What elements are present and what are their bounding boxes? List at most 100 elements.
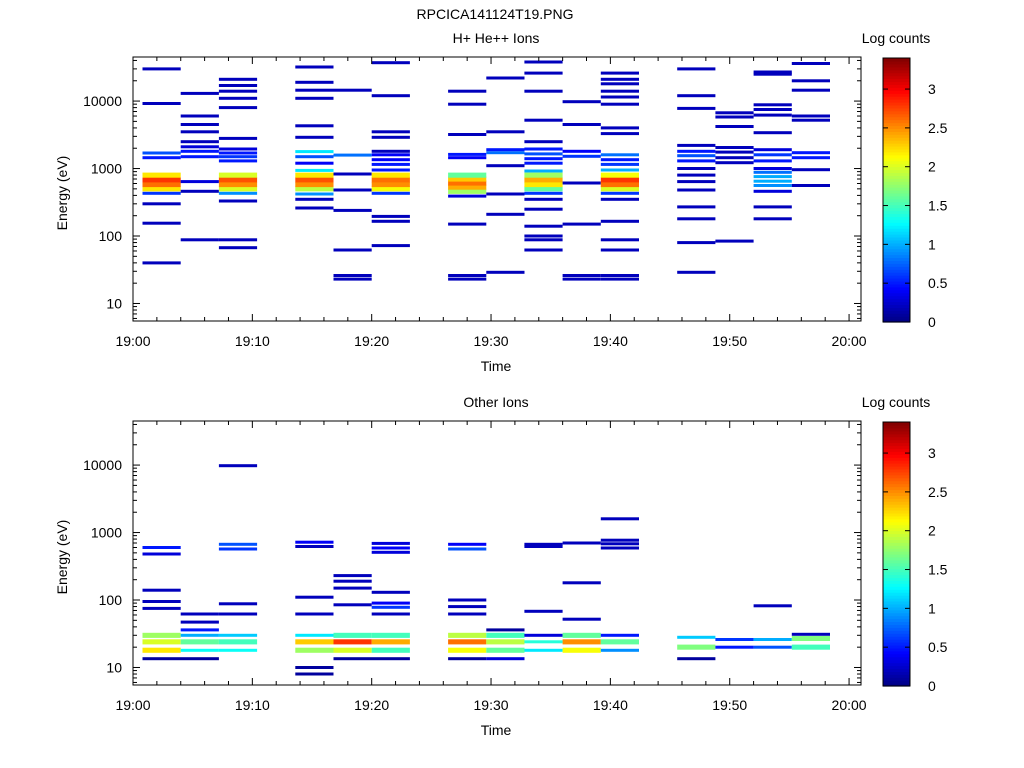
heatmap-cell [486,148,525,152]
colorbar-segment [883,275,910,279]
heatmap-cell [333,603,372,607]
colorbar-segment [883,90,910,94]
heatmap-cell [524,177,563,183]
heatmap-cell [180,639,219,645]
heatmap-cell [448,274,487,277]
heatmap-cell [371,550,410,554]
heatmap-cell [371,605,410,609]
heatmap-cell [715,146,754,149]
x-tick-label: 19:30 [474,333,509,349]
colorbar-segment [883,131,910,135]
heatmap-cell [677,106,716,110]
y-tick-label: 10000 [83,93,122,109]
heatmap-cell [600,168,639,172]
heatmap-cell [295,80,334,84]
colorbar-segment [883,289,910,294]
colorbar-segment [883,427,910,432]
heatmap-cell [791,644,830,650]
heatmap-cell [600,277,639,281]
heatmap-cell [524,118,563,122]
colorbar-segment [883,644,910,649]
colorbar-tick-label: 1.5 [928,198,948,214]
colorbar-tick-label: 2 [928,159,936,175]
heatmap-cell [218,172,258,178]
colorbar-segment [883,304,910,308]
heatmap-cell [715,638,754,641]
colorbar-segment [883,521,910,526]
heatmap-cell [142,156,181,160]
colorbar-segment [883,60,910,65]
colorbar-segment [883,272,910,276]
colorbar-segment [883,207,910,212]
colorbar-segment [883,551,910,555]
colorbar-segment [883,298,910,303]
colorbar-segment [883,222,910,226]
heatmap-cell [600,186,639,192]
colorbar-segment [883,260,910,264]
heatmap-cell [295,672,334,676]
heatmap-cell [180,140,219,144]
colorbar-segment [883,504,910,508]
x-axis-label: Time [481,358,512,374]
colorbar-segment [883,216,910,220]
x-tick-label: 19:40 [593,697,628,713]
colorbar-segment [883,665,910,669]
colorbar-segment [883,568,910,573]
colorbar-segment [883,489,910,493]
heatmap-cell [753,70,792,74]
heatmap-cell [333,639,372,645]
colorbar-segment [883,636,910,640]
heatmap-cell [295,65,334,69]
colorbar-segment [883,125,910,129]
colorbar-segment [883,683,910,687]
heatmap-cell [142,600,181,603]
heatmap-cell [218,639,258,645]
colorbar-segment [883,480,910,485]
heatmap-cell [371,135,410,139]
x-axis-label: Time [481,722,512,738]
heatmap-cell [753,148,792,152]
heatmap-cell [142,102,181,105]
x-tick-label: 19:30 [474,697,509,713]
colorbar-segment [883,507,910,511]
y-tick-label: 1000 [91,525,122,541]
heatmap-cell [448,647,487,653]
heatmap-cell [142,606,181,610]
colorbar-segment [883,116,910,121]
heatmap-cell [371,186,410,192]
y-tick-label: 1000 [91,161,122,177]
colorbar-segment [883,231,910,235]
heatmap-cell [218,159,258,163]
heatmap-cell [218,177,258,183]
heatmap-cell [180,648,219,652]
heatmap-cell [218,77,258,81]
colorbar-segment [883,266,910,270]
heatmap-cell [142,657,219,661]
colorbar-segment [883,69,910,74]
colorbar-segment [883,99,910,103]
heatmap-cell [295,124,334,128]
heatmap-cell [486,632,525,638]
heatmap-cell [218,464,258,468]
heatmap-cell [295,172,334,178]
heatmap-cell [791,114,830,118]
heatmap-cell [524,186,563,192]
heatmap-cell [524,234,563,238]
heatmap-cell [486,76,525,80]
colorbar-segment [883,286,910,291]
colorbar-segment [883,539,910,543]
heatmap-cell [524,224,563,228]
colorbar-segment [883,598,910,602]
heatmap-cell [753,131,792,135]
y-tick-label: 10 [106,295,122,311]
heatmap-cell [448,639,487,645]
heatmap-cell [753,638,792,641]
heatmap-cell [791,635,830,641]
heatmap-cell [562,617,601,621]
heatmap-cell [791,156,830,160]
heatmap-cell [524,161,563,165]
heatmap-cell [677,217,716,221]
heatmap-cell [295,168,334,172]
colorbar-segment [883,175,910,179]
heatmap-cell [295,186,334,192]
